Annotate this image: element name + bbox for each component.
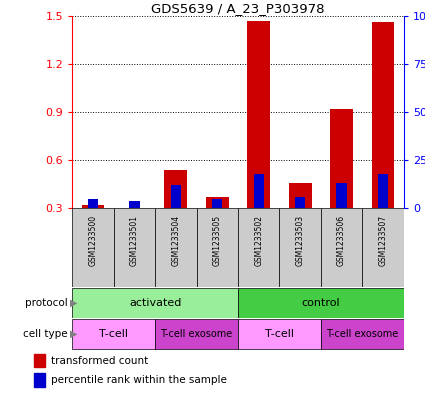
Bar — [171, 185, 181, 208]
Bar — [34, 373, 45, 387]
Text: protocol: protocol — [25, 298, 68, 308]
Bar — [82, 205, 105, 208]
Text: T-cell: T-cell — [265, 329, 294, 339]
Bar — [247, 20, 270, 208]
Bar — [254, 174, 264, 208]
Text: GSM1233506: GSM1233506 — [337, 215, 346, 266]
Bar — [155, 208, 196, 287]
Text: T-cell exosome: T-cell exosome — [326, 329, 398, 339]
Bar — [321, 319, 404, 349]
Bar — [206, 197, 229, 208]
Bar — [362, 208, 404, 287]
Text: GSM1233505: GSM1233505 — [213, 215, 222, 266]
Bar — [330, 109, 353, 208]
Bar — [321, 208, 362, 287]
Bar — [164, 170, 187, 208]
Text: GSM1233501: GSM1233501 — [130, 215, 139, 266]
Text: T-cell: T-cell — [99, 329, 128, 339]
Text: GSM1233504: GSM1233504 — [171, 215, 180, 266]
Bar — [155, 319, 238, 349]
Bar — [337, 183, 347, 208]
Bar — [295, 197, 305, 208]
Bar — [72, 319, 155, 349]
Text: ▶: ▶ — [70, 329, 78, 339]
Text: T-cell exosome: T-cell exosome — [160, 329, 233, 339]
Bar — [196, 208, 238, 287]
Bar — [238, 319, 321, 349]
Text: percentile rank within the sample: percentile rank within the sample — [51, 375, 227, 386]
Text: activated: activated — [129, 298, 181, 308]
Text: ▶: ▶ — [70, 298, 78, 308]
Bar — [113, 208, 155, 287]
Text: cell type: cell type — [23, 329, 68, 339]
Bar — [378, 174, 388, 208]
Text: transformed count: transformed count — [51, 356, 148, 366]
Bar — [72, 208, 113, 287]
Bar — [371, 22, 394, 208]
Text: GSM1233500: GSM1233500 — [88, 215, 97, 266]
Bar — [72, 288, 238, 318]
Text: GSM1233503: GSM1233503 — [296, 215, 305, 266]
Bar — [289, 183, 312, 208]
Title: GDS5639 / A_23_P303978: GDS5639 / A_23_P303978 — [151, 2, 325, 15]
Text: GSM1233507: GSM1233507 — [379, 215, 388, 266]
Bar — [238, 288, 404, 318]
Text: GSM1233502: GSM1233502 — [254, 215, 263, 266]
Bar — [238, 208, 280, 287]
Bar — [212, 198, 222, 208]
Bar — [88, 198, 98, 208]
Bar — [129, 200, 139, 208]
Text: control: control — [302, 298, 340, 308]
Bar — [34, 354, 45, 367]
Bar — [280, 208, 321, 287]
